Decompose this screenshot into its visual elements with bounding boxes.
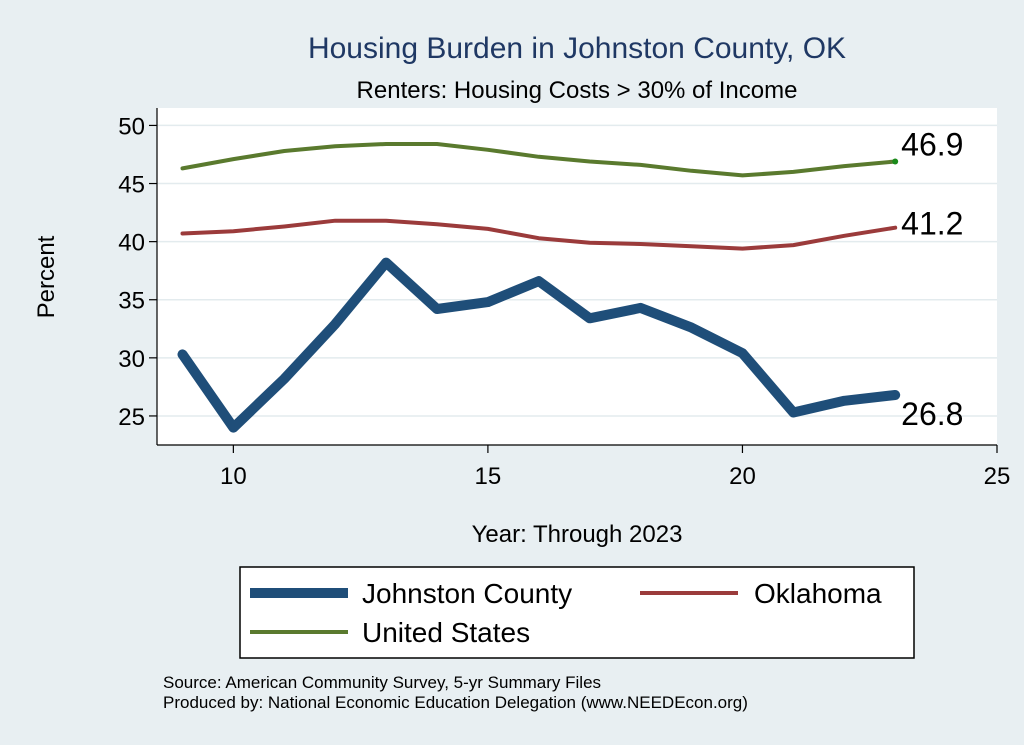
chart-title: Housing Burden in Johnston County, OK	[308, 32, 846, 65]
y-tick-label-30: 30	[118, 346, 145, 373]
x-tick-label-15: 15	[475, 463, 502, 490]
legend-label-oklahoma: Oklahoma	[754, 578, 882, 609]
end-labels: 46.9 41.2 26.8	[901, 126, 963, 432]
source-note: Source: American Community Survey, 5-yr …	[163, 673, 601, 692]
y-axis-label: Percent	[33, 235, 60, 318]
end-label-united-states: 46.9	[901, 126, 963, 162]
x-tick-label-25: 25	[984, 463, 1011, 490]
produced-by-note: Produced by: National Economic Education…	[163, 693, 748, 712]
end-label-oklahoma: 41.2	[901, 206, 963, 242]
x-axis-label: Year: Through 2023	[472, 521, 683, 548]
chart-subtitle: Renters: Housing Costs > 30% of Income	[357, 77, 798, 104]
legend-box	[239, 566, 915, 659]
y-tick-label-25: 25	[118, 404, 145, 431]
legend-label-johnston-county: Johnston County	[362, 578, 572, 609]
series-line-johnston-county	[177, 257, 901, 433]
legend: Johnston County Oklahoma United States	[239, 566, 915, 659]
y-tick-label-35: 35	[118, 288, 145, 315]
x-tick-label-20: 20	[729, 463, 756, 490]
legend-label-united-states: United States	[362, 617, 530, 648]
series-line-united-states	[180, 142, 898, 178]
end-label-johnston-county: 26.8	[901, 396, 963, 432]
y-axis: 25 30 35 40 45 50	[118, 108, 158, 445]
x-axis: 10 15 20 25	[157, 444, 1011, 490]
y-tick-label-50: 50	[118, 113, 145, 140]
series-lines	[177, 142, 901, 433]
series-line-oklahoma	[180, 218, 898, 251]
x-tick-label-10: 10	[220, 463, 247, 490]
y-tick-label-40: 40	[118, 230, 145, 257]
y-tick-label-45: 45	[118, 172, 145, 199]
endpoint-marker-united-states	[892, 158, 899, 165]
